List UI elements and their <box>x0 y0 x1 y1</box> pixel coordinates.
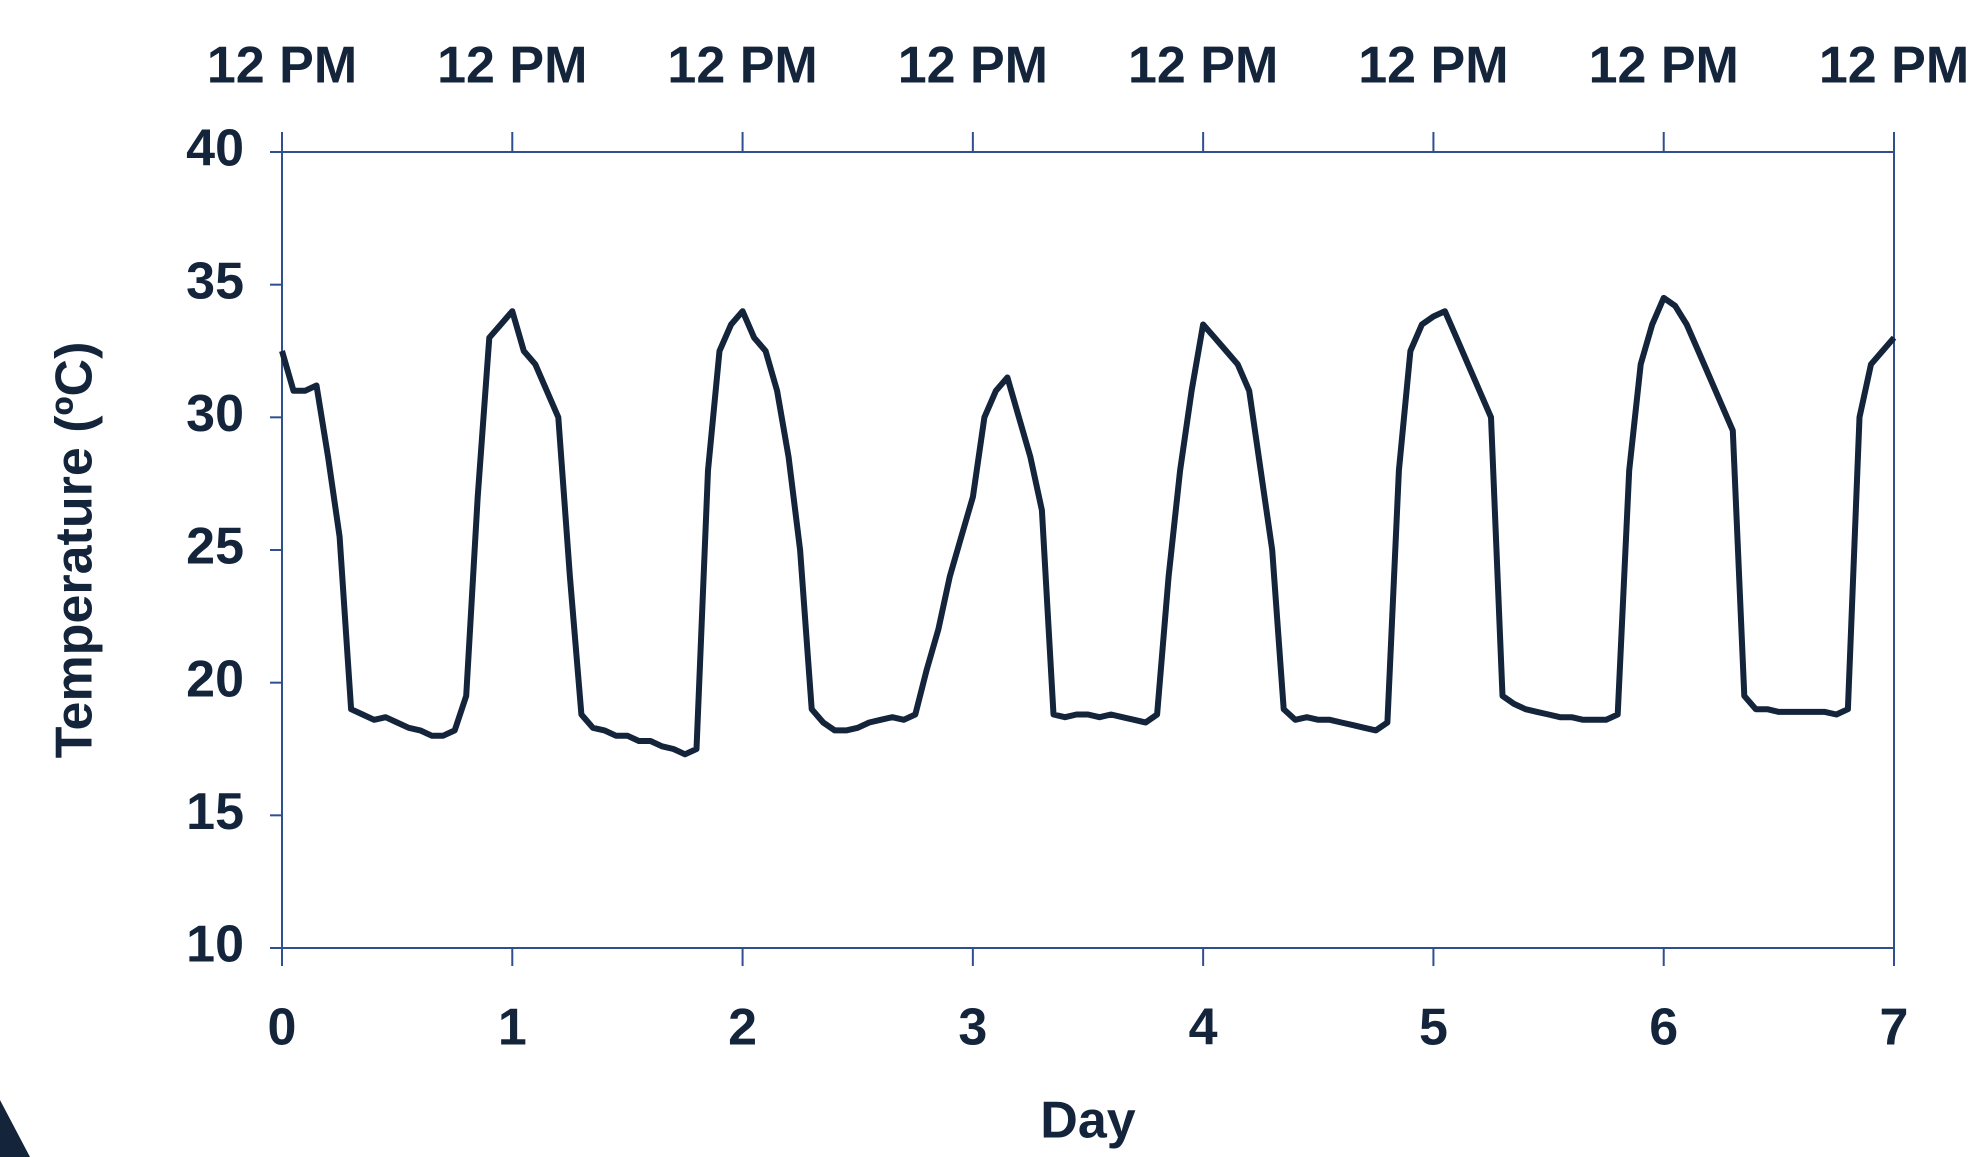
y-tick-label: 25 <box>186 518 244 576</box>
y-tick-label: 10 <box>186 916 244 974</box>
y-tick-label: 20 <box>186 650 244 708</box>
y-tick-label: 15 <box>186 783 244 841</box>
x-tick-label: 3 <box>958 999 987 1057</box>
x-tick-label: 4 <box>1189 999 1218 1057</box>
x-tick-label: 2 <box>728 999 757 1057</box>
temperature-line <box>279 294 1897 758</box>
y-axis-title: Temperature (ºC) <box>46 342 104 759</box>
x-tick-label: 7 <box>1880 999 1909 1057</box>
x2-tick-label: 12 PM <box>207 37 357 95</box>
x-tick-label: 5 <box>1419 999 1448 1057</box>
x2-tick-label: 12 PM <box>437 37 587 95</box>
x-axis-title: Day <box>1040 1092 1135 1150</box>
x2-tick-label: 12 PM <box>1589 37 1739 95</box>
x2-tick-label: 12 PM <box>898 37 1048 95</box>
corner-decoration <box>0 1100 30 1157</box>
y-tick-label: 40 <box>186 120 244 178</box>
y-tick-label: 30 <box>186 385 244 443</box>
x-tick-label: 6 <box>1649 999 1678 1057</box>
x2-tick-label: 12 PM <box>1819 37 1969 95</box>
x-tick-label: 0 <box>268 999 297 1057</box>
plot-frame <box>281 151 1895 949</box>
y-tick-label: 35 <box>186 252 244 310</box>
x2-tick-label: 12 PM <box>667 37 817 95</box>
x-tick-label: 1 <box>498 999 527 1057</box>
x2-tick-label: 12 PM <box>1358 37 1508 95</box>
x2-tick-label: 12 PM <box>1128 37 1278 95</box>
